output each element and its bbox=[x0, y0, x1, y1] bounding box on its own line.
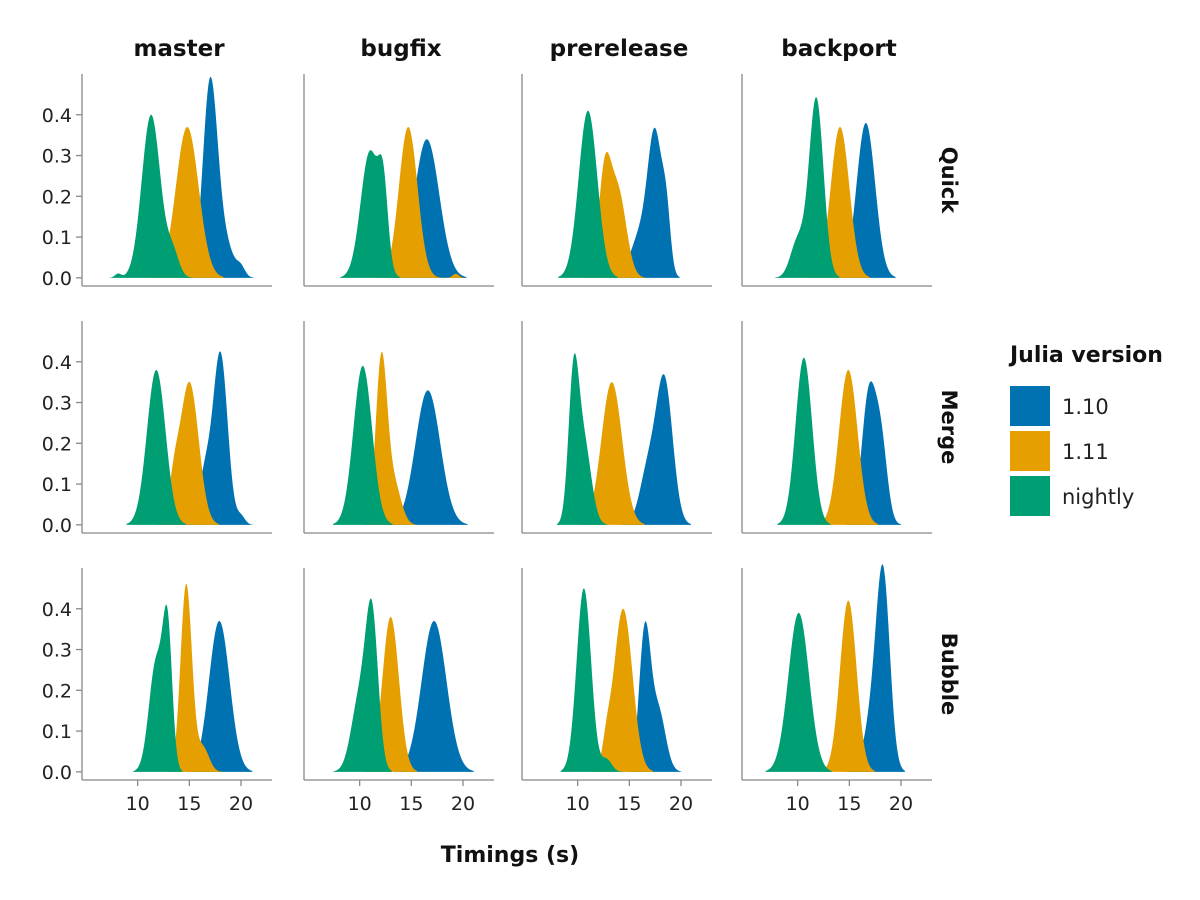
density-area-nightly bbox=[126, 369, 187, 525]
density-area-nightly bbox=[333, 598, 392, 772]
panel-bubble-backport: 10 15 20 bbox=[741, 564, 932, 815]
density-area-nightly bbox=[765, 612, 832, 772]
x-tick-label: 15 bbox=[177, 793, 201, 815]
density-area-1-10 bbox=[394, 621, 474, 772]
legend-swatch-1-10 bbox=[1010, 386, 1050, 426]
legend-label-nightly: nightly bbox=[1062, 485, 1134, 509]
column-title-backport: backport bbox=[781, 36, 897, 62]
y-tick-label: 0.2 bbox=[42, 186, 72, 208]
density-area-1-10 bbox=[626, 621, 682, 772]
legend: Julia version 1.10 1.11 nightly bbox=[1008, 343, 1163, 516]
panel-bubble-master: 0.0 0.1 0.2 0.3 0.4 10 15 20 bbox=[42, 568, 272, 815]
legend-label-1-10: 1.10 bbox=[1062, 395, 1109, 419]
y-tick-label: 0.4 bbox=[42, 105, 72, 127]
panel-merge-bugfix bbox=[303, 321, 494, 534]
row-title-bubble: Bubble bbox=[937, 633, 961, 715]
density-area-nightly bbox=[558, 110, 618, 278]
density-area-1-11 bbox=[157, 381, 220, 525]
legend-title: Julia version bbox=[1008, 343, 1163, 368]
panel-quick-prerelease bbox=[521, 74, 712, 287]
density-area-nightly bbox=[340, 150, 400, 278]
density-area-nightly bbox=[777, 357, 831, 525]
legend-swatch-1-11 bbox=[1010, 431, 1050, 471]
legend-label-1-11: 1.11 bbox=[1062, 440, 1109, 464]
y-tick-label: 0.3 bbox=[42, 146, 72, 168]
column-title-bugfix: bugfix bbox=[360, 36, 441, 62]
density-area-nightly bbox=[333, 365, 393, 525]
density-area-1-10 bbox=[609, 127, 680, 278]
panel-quick-backport bbox=[741, 74, 932, 287]
x-tick-label: 20 bbox=[451, 793, 475, 815]
density-area-1-10 bbox=[846, 564, 905, 772]
y-tick-label: 0.4 bbox=[42, 352, 72, 374]
y-tick-label: 0.2 bbox=[42, 433, 72, 455]
x-tick-label: 20 bbox=[889, 793, 913, 815]
density-area-nightly bbox=[774, 97, 840, 278]
legend-swatch-nightly bbox=[1010, 476, 1050, 516]
density-area-1-10 bbox=[388, 390, 468, 525]
panel-merge-prerelease bbox=[521, 321, 712, 534]
density-area-nightly bbox=[133, 604, 183, 772]
density-area-1-11 bbox=[378, 127, 466, 278]
x-tick-label: 10 bbox=[348, 793, 372, 815]
x-tick-label: 10 bbox=[566, 793, 590, 815]
y-tick-label: 0.1 bbox=[42, 721, 72, 743]
x-tick-label: 15 bbox=[837, 793, 861, 815]
panel-bubble-prerelease: 10 15 20 bbox=[521, 568, 712, 815]
row-titles: Quick Merge Bubble bbox=[937, 147, 961, 715]
facet-panels: 0.00.10.20.30.40.00.10.20.30.40.00.10.20… bbox=[42, 74, 932, 815]
y-tick-label: 0.0 bbox=[42, 515, 72, 537]
x-tick-label: 15 bbox=[399, 793, 423, 815]
density-area-nightly bbox=[560, 588, 624, 772]
density-area-nightly bbox=[108, 114, 193, 278]
x-axis-label: Timings (s) bbox=[441, 843, 579, 868]
y-tick-label: 0.4 bbox=[42, 599, 72, 621]
density-area-1-11 bbox=[593, 608, 653, 772]
column-title-prerelease: prerelease bbox=[550, 36, 689, 62]
row-title-merge: Merge bbox=[937, 390, 961, 465]
density-area-1-10 bbox=[621, 374, 691, 525]
x-tick-label: 15 bbox=[617, 793, 641, 815]
x-tick-label: 20 bbox=[229, 793, 253, 815]
x-tick-label: 20 bbox=[669, 793, 693, 815]
panel-quick-master: 0.0 0.1 0.2 0.3 0.4 bbox=[42, 74, 272, 290]
column-titles: master bugfix prerelease backport bbox=[133, 36, 896, 62]
density-area-nightly bbox=[557, 353, 608, 525]
density-area-1-10 bbox=[186, 621, 253, 772]
density-area-1-11 bbox=[821, 600, 875, 772]
y-tick-label: 0.2 bbox=[42, 680, 72, 702]
panel-merge-master: 0.0 0.1 0.2 0.3 0.4 bbox=[42, 321, 272, 537]
panel-merge-backport bbox=[741, 321, 932, 534]
column-title-master: master bbox=[133, 36, 225, 62]
y-tick-label: 0.0 bbox=[42, 762, 72, 784]
density-area-1-11 bbox=[578, 382, 645, 525]
x-tick-label: 10 bbox=[126, 793, 150, 815]
y-tick-label: 0.1 bbox=[42, 227, 72, 249]
density-area-1-11 bbox=[818, 369, 879, 525]
x-tick-label: 10 bbox=[786, 793, 810, 815]
density-area-1-11 bbox=[168, 583, 223, 772]
row-title-quick: Quick bbox=[937, 147, 961, 214]
y-tick-label: 0.0 bbox=[42, 268, 72, 290]
y-tick-label: 0.3 bbox=[42, 640, 72, 662]
panel-bubble-bugfix: 10 15 20 bbox=[303, 568, 494, 815]
y-tick-label: 0.3 bbox=[42, 393, 72, 415]
y-tick-label: 0.1 bbox=[42, 474, 72, 496]
panel-quick-bugfix bbox=[303, 74, 494, 287]
